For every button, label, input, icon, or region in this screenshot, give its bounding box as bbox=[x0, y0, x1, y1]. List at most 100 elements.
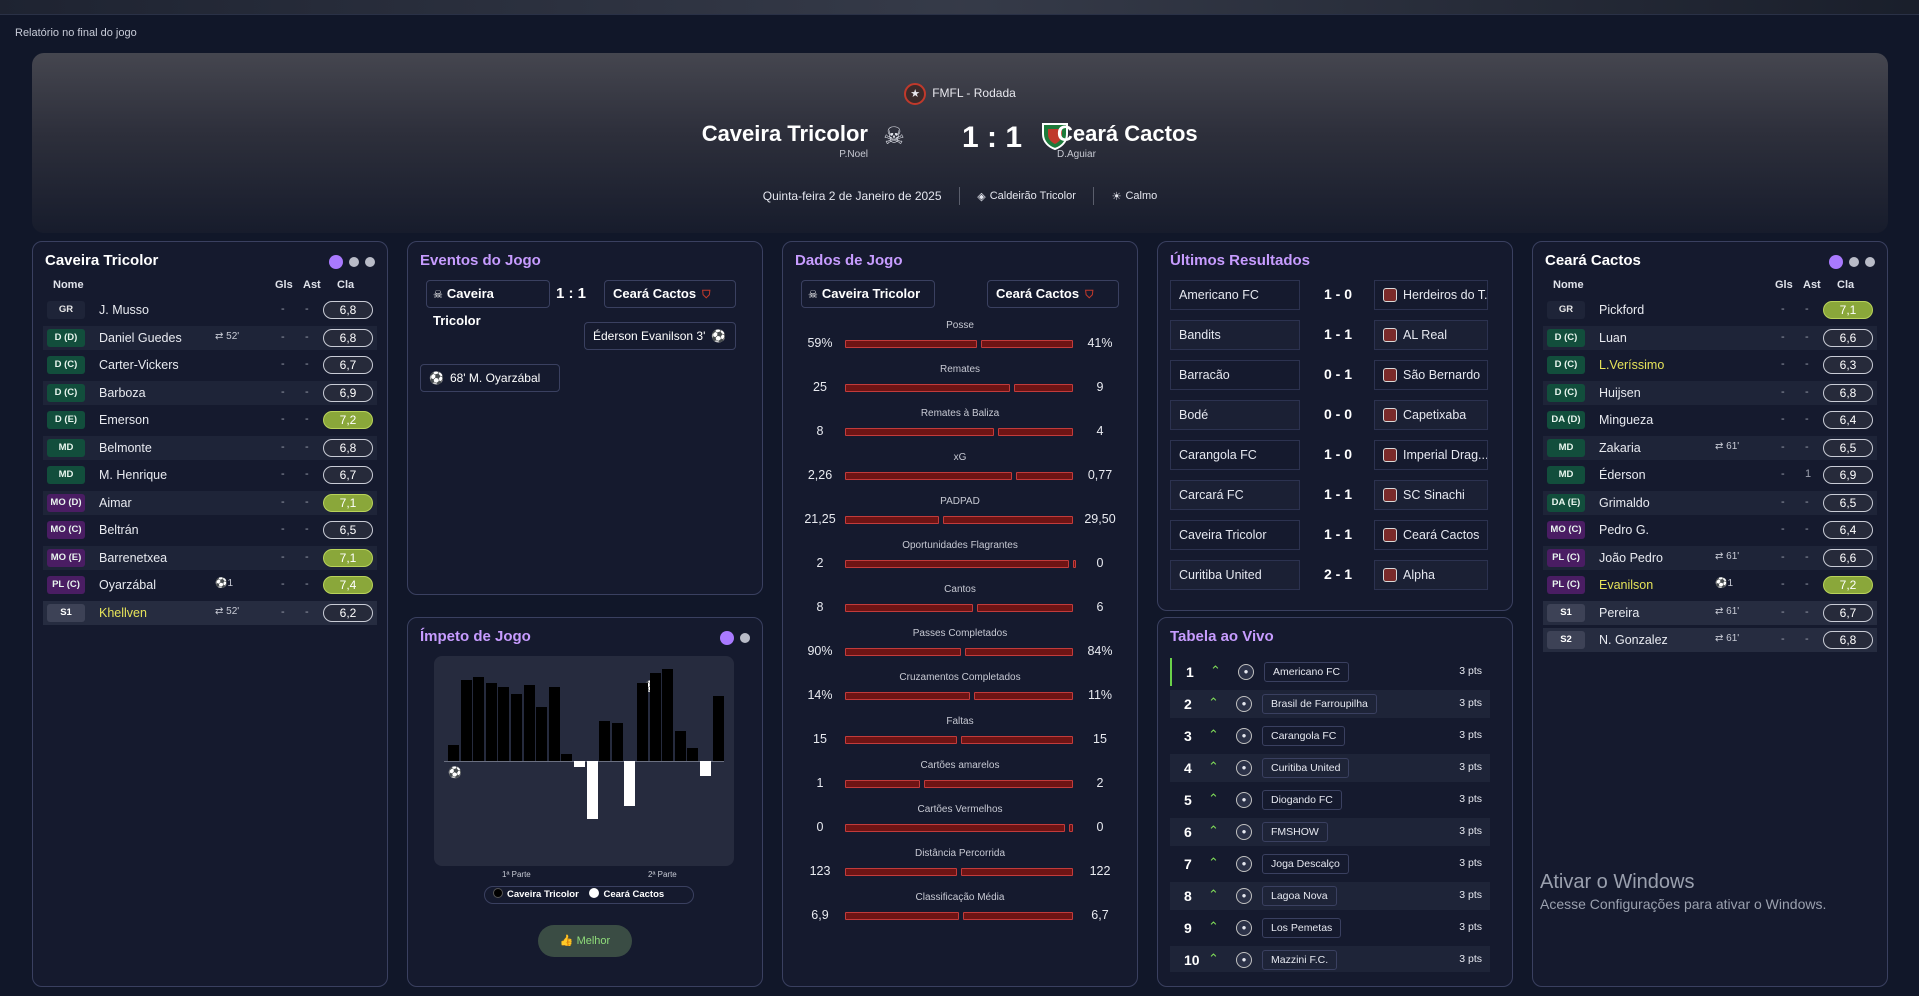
result-row[interactable]: Americano FC 1 - 0 Herdeiros do T... bbox=[1170, 280, 1488, 310]
player-row[interactable]: GR J. Musso - - 6,8 bbox=[43, 298, 377, 322]
table-team-name[interactable]: Curitiba United bbox=[1262, 758, 1350, 778]
event-away-goal[interactable]: Éderson Evanilson 3' ⚽ bbox=[584, 322, 736, 350]
table-row[interactable]: 4 ⌃ ● Curitiba United 3 pts bbox=[1170, 754, 1490, 782]
away-manager[interactable]: D.Aguiar bbox=[1057, 149, 1096, 160]
player-row[interactable]: S1 Pereira ⇄ 61' - - 6,7 bbox=[1543, 600, 1877, 625]
result-away-team[interactable]: SC Sinachi bbox=[1374, 480, 1488, 510]
player-row[interactable]: D (C) L.Veríssimo - - 6,3 bbox=[1543, 353, 1877, 377]
result-home-team[interactable]: Curitiba United bbox=[1170, 560, 1300, 590]
result-away-team[interactable]: Ceará Cactos bbox=[1374, 520, 1488, 550]
events-away-team[interactable]: Ceará Cactos ⛉ bbox=[604, 280, 736, 308]
legend-home[interactable]: Caveira Tricolor bbox=[493, 887, 579, 903]
table-row[interactable]: 5 ⌃ ● Diogando FC 3 pts bbox=[1170, 786, 1490, 814]
player-name[interactable]: Belmonte bbox=[99, 440, 152, 455]
player-name[interactable]: Mingueza bbox=[1599, 413, 1654, 427]
player-row[interactable]: D (C) Carter-Vickers - - 6,7 bbox=[43, 353, 377, 377]
table-row[interactable]: 1 ⌃ ● Americano FC 3 pts bbox=[1170, 658, 1490, 686]
result-away-team[interactable]: AL Real bbox=[1374, 320, 1488, 350]
result-away-team[interactable]: Imperial Drag... bbox=[1374, 440, 1488, 470]
player-row[interactable]: D (C) Huijsen - - 6,8 bbox=[1543, 380, 1877, 405]
col-rating[interactable]: Cla bbox=[337, 279, 355, 291]
result-row[interactable]: Bodé 0 - 0 Capetixaba bbox=[1170, 400, 1488, 430]
player-name[interactable]: Barboza bbox=[99, 385, 146, 400]
page-dot[interactable] bbox=[1849, 257, 1859, 267]
player-row[interactable]: PL (C) Oyarzábal ⚽1 - - 7,4 bbox=[43, 573, 377, 597]
player-name[interactable]: Beltrán bbox=[99, 523, 139, 537]
away-team-name[interactable]: Ceará Cactos bbox=[1057, 121, 1198, 146]
result-away-team[interactable]: Alpha bbox=[1374, 560, 1488, 590]
result-home-team[interactable]: Barracão bbox=[1170, 360, 1300, 390]
player-name[interactable]: Pedro G. bbox=[1599, 523, 1650, 537]
panel-page-dots[interactable] bbox=[714, 630, 750, 648]
player-name[interactable]: Barrenetxea bbox=[99, 550, 168, 565]
player-name[interactable]: M. Henrique bbox=[99, 468, 168, 482]
table-team-name[interactable]: Joga Descalço bbox=[1262, 854, 1349, 874]
player-name[interactable]: Éderson bbox=[1599, 468, 1646, 482]
player-row[interactable]: PL (C) Evanilson ⚽1 - - 7,2 bbox=[1543, 573, 1877, 597]
player-row[interactable]: PL (C) João Pedro ⇄ 61' - - 6,6 bbox=[1543, 545, 1877, 570]
table-row[interactable]: 9 ⌃ ● Los Pemetas 3 pts bbox=[1170, 914, 1490, 942]
player-row[interactable]: DA (D) Mingueza - - 6,4 bbox=[1543, 408, 1877, 432]
player-row[interactable]: D (E) Emerson - - 7,2 bbox=[43, 408, 377, 432]
result-row[interactable]: Carangola FC 1 - 0 Imperial Drag... bbox=[1170, 440, 1488, 470]
player-name[interactable]: Evanilson bbox=[1599, 578, 1654, 592]
result-row[interactable]: Curitiba United 2 - 1 Alpha bbox=[1170, 560, 1488, 590]
page-dot[interactable] bbox=[740, 633, 750, 643]
table-team-name[interactable]: Lagoa Nova bbox=[1262, 886, 1337, 906]
player-row[interactable]: MD Éderson - 1 6,9 bbox=[1543, 463, 1877, 487]
result-home-team[interactable]: Americano FC bbox=[1170, 280, 1300, 310]
result-away-team[interactable]: Herdeiros do T... bbox=[1374, 280, 1488, 310]
player-name[interactable]: Daniel Guedes bbox=[99, 330, 182, 345]
col-assists[interactable]: Ast bbox=[303, 279, 321, 291]
legend-away[interactable]: Ceará Cactos bbox=[589, 887, 664, 903]
player-name[interactable]: Luan bbox=[1599, 330, 1627, 345]
player-name[interactable]: N. Gonzalez bbox=[1599, 633, 1668, 647]
player-row[interactable]: MD Belmonte - - 6,8 bbox=[43, 435, 377, 460]
col-name[interactable]: Nome bbox=[53, 279, 84, 291]
panel-page-dots[interactable] bbox=[323, 254, 375, 272]
best-moments-button[interactable]: 👍 Melhor bbox=[538, 925, 632, 957]
table-row[interactable]: 7 ⌃ ● Joga Descalço 3 pts bbox=[1170, 850, 1490, 878]
events-home-team[interactable]: ☠ Caveira Tricolor bbox=[426, 280, 550, 328]
col-rating[interactable]: Cla bbox=[1837, 279, 1855, 291]
result-home-team[interactable]: Carangola FC bbox=[1170, 440, 1300, 470]
col-goals[interactable]: Gls bbox=[1775, 279, 1793, 291]
table-team-name[interactable]: Mazzini F.C. bbox=[1262, 950, 1338, 970]
stadium[interactable]: ◈ Caldeirão Tricolor bbox=[963, 190, 1090, 203]
result-home-team[interactable]: Bodé bbox=[1170, 400, 1300, 430]
page-dot[interactable] bbox=[1865, 257, 1875, 267]
player-row[interactable]: MO (C) Pedro G. - - 6,4 bbox=[1543, 518, 1877, 542]
player-row[interactable]: DA (E) Grimaldo - - 6,5 bbox=[1543, 490, 1877, 515]
result-home-team[interactable]: Carcará FC bbox=[1170, 480, 1300, 510]
page-dot[interactable] bbox=[329, 255, 343, 269]
result-away-team[interactable]: Capetixaba bbox=[1374, 400, 1488, 430]
home-manager[interactable]: P.Noel bbox=[839, 149, 868, 160]
table-team-name[interactable]: Carangola FC bbox=[1262, 726, 1346, 746]
result-row[interactable]: Caveira Tricolor 1 - 1 Ceará Cactos bbox=[1170, 520, 1488, 550]
stats-home-team[interactable]: ☠ Caveira Tricolor bbox=[801, 280, 935, 308]
player-row[interactable]: MD Zakaria ⇄ 61' - - 6,5 bbox=[1543, 435, 1877, 460]
player-row[interactable]: MO (C) Beltrán - - 6,5 bbox=[43, 518, 377, 542]
player-name[interactable]: Zakaria bbox=[1599, 440, 1641, 455]
player-name[interactable]: Oyarzábal bbox=[99, 578, 156, 592]
event-home-goal[interactable]: ⚽ 68' M. Oyarzábal bbox=[420, 364, 560, 392]
stats-away-team[interactable]: Ceará Cactos ⛉ bbox=[987, 280, 1119, 308]
panel-page-dots[interactable] bbox=[1823, 254, 1875, 272]
player-name[interactable]: Pereira bbox=[1599, 605, 1640, 620]
table-row[interactable]: 2 ⌃ ● Brasil de Farroupilha 3 pts bbox=[1170, 690, 1490, 718]
page-dot[interactable] bbox=[365, 257, 375, 267]
result-home-team[interactable]: Caveira Tricolor bbox=[1170, 520, 1300, 550]
col-goals[interactable]: Gls bbox=[275, 279, 293, 291]
result-away-team[interactable]: São Bernardo bbox=[1374, 360, 1488, 390]
table-team-name[interactable]: FMSHOW bbox=[1262, 822, 1328, 842]
player-row[interactable]: MD M. Henrique - - 6,7 bbox=[43, 463, 377, 487]
player-row[interactable]: D (D) Daniel Guedes ⇄ 52' - - 6,8 bbox=[43, 325, 377, 350]
player-row[interactable]: D (C) Luan - - 6,6 bbox=[1543, 325, 1877, 350]
player-row[interactable]: MO (D) Aimar - - 7,1 bbox=[43, 490, 377, 515]
result-home-team[interactable]: Bandits bbox=[1170, 320, 1300, 350]
player-name[interactable]: Carter-Vickers bbox=[99, 358, 179, 372]
table-row[interactable]: 8 ⌃ ● Lagoa Nova 3 pts bbox=[1170, 882, 1490, 910]
page-dot[interactable] bbox=[720, 631, 734, 645]
player-row[interactable]: S2 N. Gonzalez ⇄ 61' - - 6,8 bbox=[1543, 628, 1877, 652]
table-row[interactable]: 10 ⌃ ● Mazzini F.C. 3 pts bbox=[1170, 946, 1490, 972]
